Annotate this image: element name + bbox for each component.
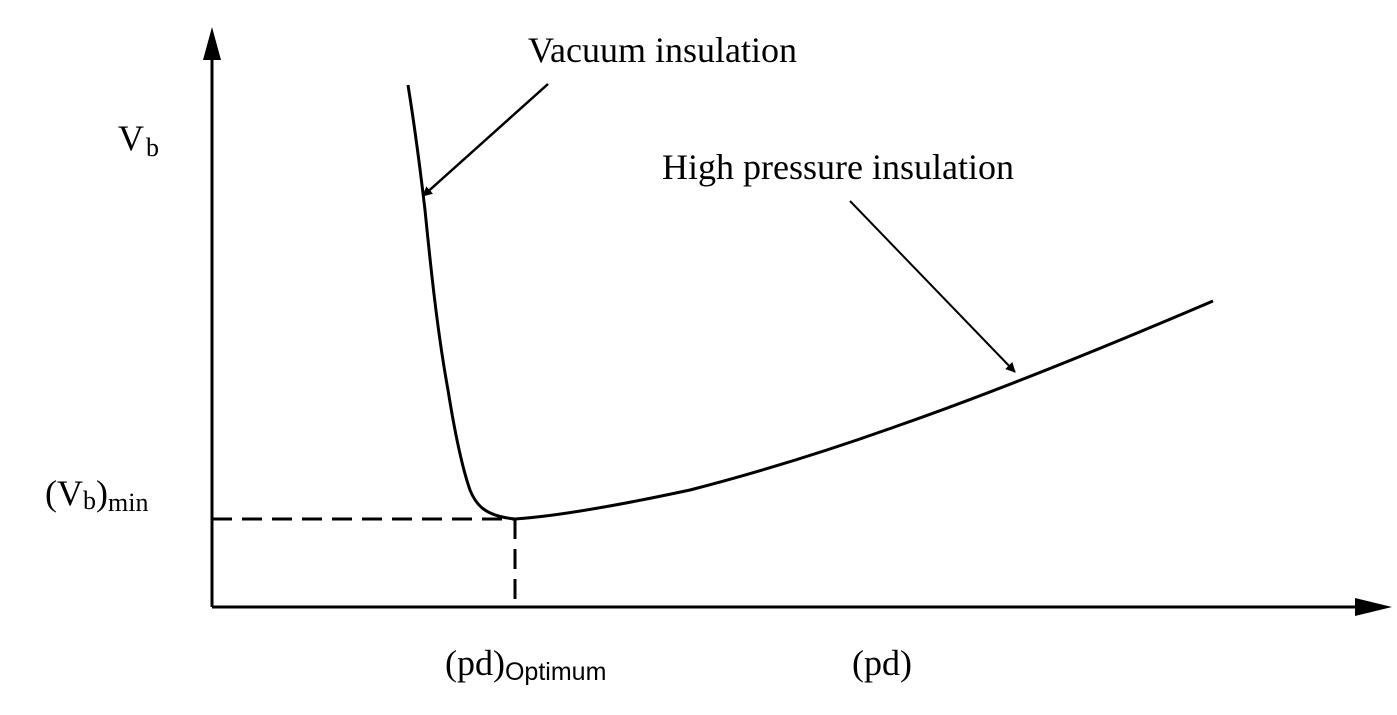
y-axis-arrow-icon [203, 27, 221, 60]
x-axis-label: (pd) [852, 643, 912, 683]
x-axis-arrow-icon [1355, 598, 1392, 616]
y-axis-label: Vb [118, 118, 159, 162]
high-pressure-insulation-label: High pressure insulation [662, 147, 1014, 187]
vb-min-label: (Vb)min [45, 473, 148, 517]
pd-optimum-label: (pd)Optimum [445, 643, 606, 686]
vacuum-insulation-label: Vacuum insulation [528, 30, 797, 70]
high-pressure-annotation-arrow [849, 200, 1016, 373]
breakdown-voltage-curve [406, 84, 1214, 521]
vacuum-annotation-arrow [422, 83, 549, 197]
